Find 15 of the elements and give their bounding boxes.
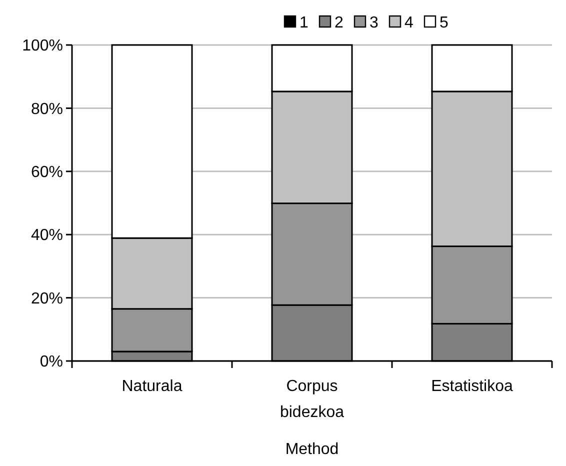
x-tick-label: Naturala <box>122 378 182 395</box>
legend-label: 2 <box>334 14 344 32</box>
y-tick-label: 40% <box>30 227 63 244</box>
x-tick-label: Estatistikoa <box>431 378 514 395</box>
y-tick-label: 0% <box>40 354 63 371</box>
legend-label: 1 <box>300 14 308 32</box>
x-tick-label: Corpus bidezkoa <box>280 378 344 421</box>
y-tick-label: 100% <box>22 38 63 55</box>
y-tick-label: 80% <box>30 100 63 118</box>
x-axis-title: Method <box>285 441 339 458</box>
legend-label: 4 <box>404 14 414 32</box>
y-tick-label: 60% <box>30 164 63 181</box>
legend-label: 5 <box>440 14 448 32</box>
legend-label: 3 <box>370 14 378 32</box>
y-tick-label: 20% <box>30 290 63 308</box>
